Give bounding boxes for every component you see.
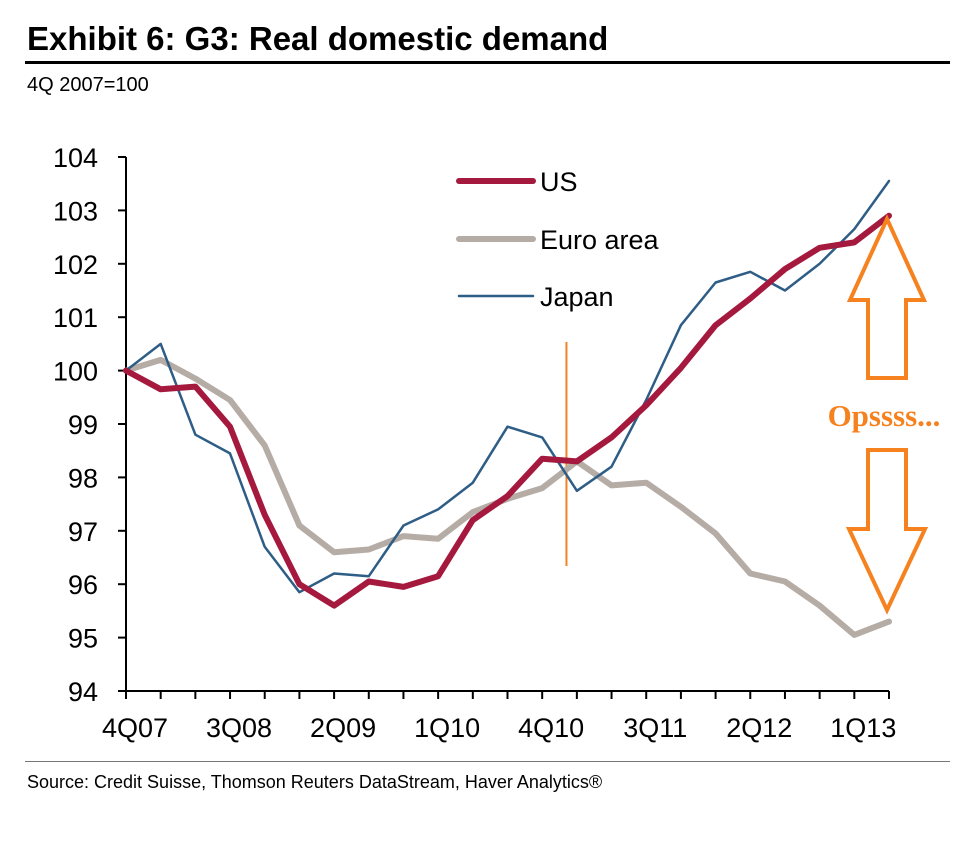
annotation-text: Opssss... bbox=[828, 398, 941, 433]
x-tick-label: 3Q08 bbox=[206, 713, 272, 743]
x-tick-label: 1Q10 bbox=[414, 713, 480, 743]
source-note: Source: Credit Suisse, Thomson Reuters D… bbox=[27, 772, 603, 792]
y-tick-label: 94 bbox=[68, 677, 98, 707]
down-arrow-icon bbox=[845, 448, 929, 615]
x-tick-label: 2Q09 bbox=[310, 713, 376, 743]
y-tick-label: 101 bbox=[53, 303, 98, 333]
x-tick-label: 4Q10 bbox=[518, 713, 584, 743]
series-line-us bbox=[123, 212, 892, 609]
annotation-group: Opssss... bbox=[828, 214, 941, 615]
y-tick-label: 99 bbox=[68, 410, 98, 440]
x-tick-label: 3Q11 bbox=[623, 713, 687, 743]
source-rule bbox=[25, 761, 950, 762]
up-arrow-icon bbox=[846, 214, 928, 380]
x-tick-label: 4Q07 bbox=[102, 713, 168, 743]
chart-title: Exhibit 6: G3: Real domestic demand bbox=[27, 20, 609, 57]
legend-label-japan: Japan bbox=[540, 282, 614, 312]
chart-legend: US Euro area Japan bbox=[456, 167, 660, 312]
y-tick-label: 102 bbox=[53, 250, 98, 280]
y-tick-label: 100 bbox=[53, 357, 98, 387]
title-rule bbox=[25, 61, 950, 64]
series-line-japan bbox=[124, 179, 891, 594]
series-layer bbox=[123, 179, 892, 638]
chart-axes: 94 95 96 97 98 99 100 101 102 103 104 4Q07 3Q08 2Q09 1… bbox=[53, 143, 896, 743]
chart-subtitle: 4Q 2007=100 bbox=[27, 74, 149, 96]
y-tick-label: 98 bbox=[68, 463, 98, 493]
y-tick-label: 97 bbox=[68, 517, 98, 547]
x-tick-label: 2Q12 bbox=[726, 713, 792, 743]
legend-label-euro: Euro area bbox=[540, 225, 660, 255]
y-tick-label: 103 bbox=[53, 196, 98, 226]
legend-label-us: US bbox=[540, 167, 578, 197]
y-tick-label: 95 bbox=[68, 624, 98, 654]
y-tick-label: 104 bbox=[53, 143, 98, 173]
x-tick-label: 1Q13 bbox=[830, 713, 896, 743]
y-tick-label: 96 bbox=[68, 570, 98, 600]
